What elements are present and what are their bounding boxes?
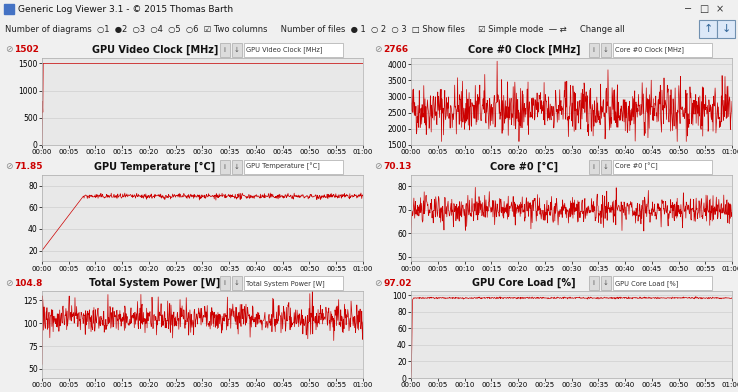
Text: ⊘: ⊘ (374, 279, 382, 288)
Text: Generic Log Viewer 3.1 - © 2015 Thomas Barth: Generic Log Viewer 3.1 - © 2015 Thomas B… (18, 4, 233, 13)
FancyBboxPatch shape (220, 276, 230, 290)
Text: GPU Core Load [%]: GPU Core Load [%] (472, 278, 576, 289)
FancyBboxPatch shape (699, 20, 717, 38)
Text: 71.85: 71.85 (14, 162, 43, 171)
Text: ⊘: ⊘ (5, 45, 13, 54)
FancyBboxPatch shape (717, 20, 735, 38)
FancyBboxPatch shape (244, 276, 343, 290)
Text: Core #0 [°C]: Core #0 [°C] (490, 162, 558, 172)
Text: i: i (224, 47, 226, 53)
Text: Number of diagrams  ○1  ●2  ○3  ○4  ○5  ○6  ☑ Two columns     Number of files  ●: Number of diagrams ○1 ●2 ○3 ○4 ○5 ○6 ☑ T… (5, 25, 625, 33)
Text: ×: × (716, 4, 724, 14)
Text: GPU Core Load [%]: GPU Core Load [%] (615, 280, 678, 287)
Text: □: □ (700, 4, 708, 14)
FancyBboxPatch shape (220, 160, 230, 174)
FancyBboxPatch shape (244, 43, 343, 57)
Text: ↓: ↓ (603, 280, 609, 286)
Text: ⊘: ⊘ (5, 279, 13, 288)
FancyBboxPatch shape (232, 276, 242, 290)
FancyBboxPatch shape (613, 276, 712, 290)
FancyBboxPatch shape (244, 160, 343, 174)
Text: Total System Power [W]: Total System Power [W] (246, 280, 324, 287)
FancyBboxPatch shape (601, 276, 611, 290)
Text: ⊘: ⊘ (5, 162, 13, 171)
Text: 70.13: 70.13 (383, 162, 411, 171)
Text: GPU Video Clock [MHz]: GPU Video Clock [MHz] (92, 45, 218, 55)
FancyBboxPatch shape (232, 43, 242, 57)
FancyBboxPatch shape (220, 43, 230, 57)
Text: i: i (224, 164, 226, 170)
FancyBboxPatch shape (613, 43, 712, 57)
Text: ⊘: ⊘ (374, 162, 382, 171)
FancyBboxPatch shape (589, 43, 599, 57)
Text: ↓: ↓ (721, 24, 731, 34)
Text: Core #0 Clock [MHz]: Core #0 Clock [MHz] (615, 47, 683, 53)
Text: Core #0 Clock [MHz]: Core #0 Clock [MHz] (468, 45, 580, 55)
Text: −: − (684, 4, 692, 14)
Text: i: i (593, 280, 595, 286)
Text: ↓: ↓ (603, 47, 609, 53)
FancyBboxPatch shape (601, 160, 611, 174)
Text: ↓: ↓ (234, 280, 240, 286)
FancyBboxPatch shape (589, 160, 599, 174)
Bar (4, 4, 14, 14)
FancyBboxPatch shape (232, 160, 242, 174)
Text: 104.8: 104.8 (14, 279, 42, 288)
Text: 2766: 2766 (383, 45, 408, 54)
Text: Core #0 [°C]: Core #0 [°C] (615, 163, 658, 171)
Text: GPU Temperature [°C]: GPU Temperature [°C] (246, 163, 320, 171)
FancyBboxPatch shape (613, 160, 712, 174)
Text: i: i (224, 280, 226, 286)
Text: i: i (593, 47, 595, 53)
Text: ⊘: ⊘ (374, 45, 382, 54)
Text: ↓: ↓ (234, 164, 240, 170)
FancyBboxPatch shape (589, 276, 599, 290)
Text: ↓: ↓ (234, 47, 240, 53)
FancyBboxPatch shape (601, 43, 611, 57)
Text: Total System Power [W]: Total System Power [W] (89, 278, 221, 289)
Text: i: i (593, 164, 595, 170)
Text: 1502: 1502 (14, 45, 39, 54)
Text: ↑: ↑ (703, 24, 713, 34)
Text: ↓: ↓ (603, 164, 609, 170)
Text: 97.02: 97.02 (383, 279, 412, 288)
Text: GPU Video Clock [MHz]: GPU Video Clock [MHz] (246, 47, 322, 53)
Text: GPU Temperature [°C]: GPU Temperature [°C] (94, 162, 215, 172)
